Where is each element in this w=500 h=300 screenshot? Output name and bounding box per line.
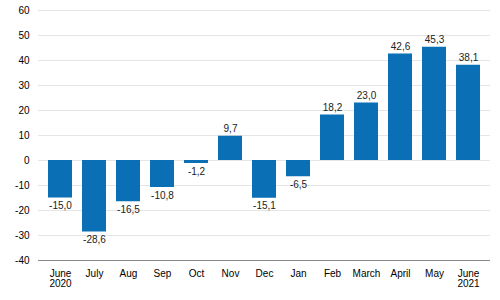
svg-text:40: 40 — [18, 55, 30, 66]
svg-text:Sep: Sep — [154, 268, 172, 279]
svg-text:Feb: Feb — [324, 268, 342, 279]
svg-text:9,7: 9,7 — [224, 123, 238, 134]
svg-text:Oct: Oct — [189, 268, 205, 279]
svg-text:10: 10 — [18, 130, 30, 141]
svg-text:30: 30 — [18, 80, 30, 91]
svg-text:-28,6: -28,6 — [83, 234, 106, 245]
svg-text:-6,5: -6,5 — [290, 179, 308, 190]
svg-text:Dec: Dec — [256, 268, 274, 279]
svg-text:-40: -40 — [15, 255, 30, 266]
svg-text:-20: -20 — [15, 205, 30, 216]
svg-text:April: April — [390, 268, 410, 279]
svg-text:18,2: 18,2 — [323, 102, 343, 113]
svg-text:Jan: Jan — [290, 268, 306, 279]
svg-text:June2021: June2021 — [457, 268, 480, 289]
svg-text:Aug: Aug — [120, 268, 138, 279]
svg-text:50: 50 — [18, 30, 30, 41]
svg-text:-10,8: -10,8 — [151, 190, 174, 201]
svg-text:May: May — [425, 268, 444, 279]
svg-text:20: 20 — [18, 105, 30, 116]
svg-text:38,1: 38,1 — [459, 52, 479, 63]
svg-text:Nov: Nov — [222, 268, 240, 279]
svg-text:0: 0 — [24, 155, 30, 166]
svg-text:March: March — [353, 268, 381, 279]
svg-text:-10: -10 — [15, 180, 30, 191]
svg-text:-15,0: -15,0 — [49, 200, 72, 211]
svg-text:June2020: June2020 — [49, 268, 72, 289]
svg-text:-1,2: -1,2 — [188, 166, 206, 177]
svg-text:July: July — [86, 268, 104, 279]
svg-text:-16,5: -16,5 — [117, 204, 140, 215]
svg-text:-30: -30 — [15, 230, 30, 241]
svg-text:42,6: 42,6 — [391, 41, 411, 52]
svg-text:23,0: 23,0 — [357, 90, 377, 101]
svg-text:45,3: 45,3 — [425, 34, 445, 45]
svg-text:-15,1: -15,1 — [253, 200, 276, 211]
svg-text:60: 60 — [18, 5, 30, 16]
